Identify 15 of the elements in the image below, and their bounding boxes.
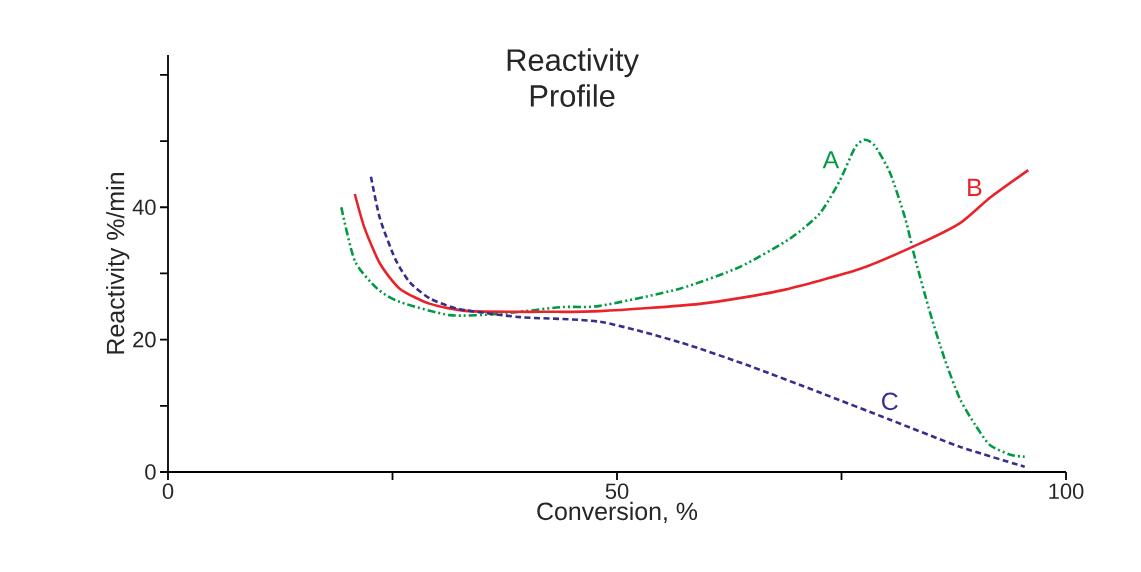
line-series (369, 175, 1026, 468)
line-series (353, 168, 1030, 314)
y-tick-label: 20 (133, 331, 156, 348)
x-tick-label: 100 (1049, 483, 1084, 500)
x-tick-label: 50 (605, 483, 629, 500)
series-label: C (882, 392, 898, 411)
y-tick-label: 40 (132, 199, 156, 215)
chart-title: Reactivity Profile (507, 48, 639, 107)
y-axis-title: Reactivity %/min (106, 173, 130, 354)
x-axis-title: Conversion, % (537, 501, 698, 524)
series-label: B (968, 178, 982, 196)
series-label: A (822, 151, 840, 169)
line-series (340, 138, 1026, 459)
y-tick-label: 0 (145, 464, 156, 480)
x-tick-label: 0 (162, 483, 174, 500)
